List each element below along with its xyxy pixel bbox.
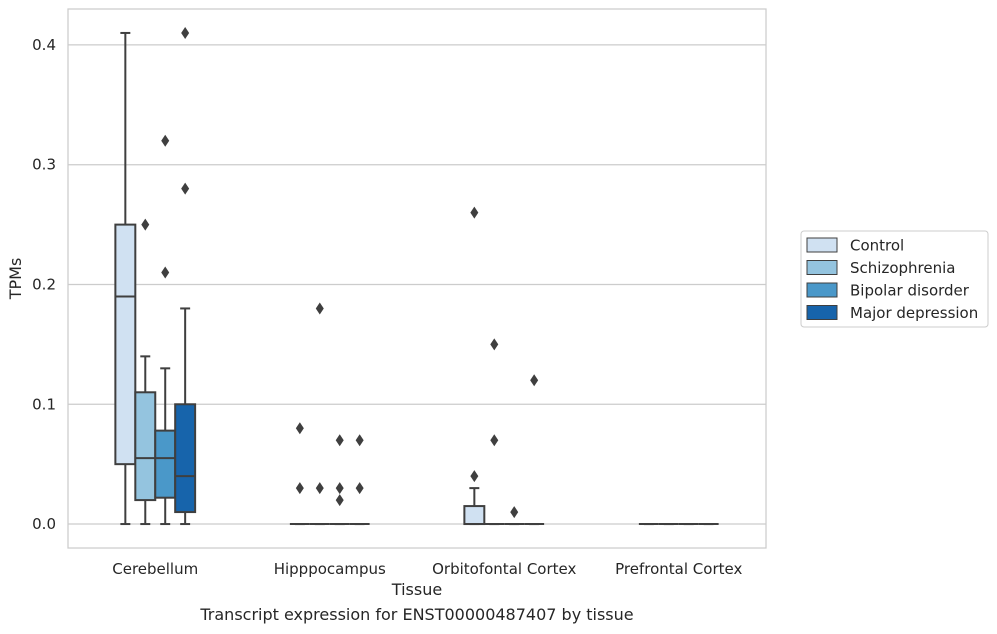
legend-label: Bipolar disorder <box>850 282 970 300</box>
y-tick-label: 0.4 <box>32 36 56 54</box>
x-tick-label: Cerebellum <box>112 560 198 578</box>
outlier-point <box>295 422 304 435</box>
outlier-point <box>335 434 344 447</box>
legend-box <box>800 230 989 328</box>
outlier-point <box>530 374 539 387</box>
x-tick-label: Prefrontal Cortex <box>615 560 742 578</box>
x-tick-label: Orbitofontal Cortex <box>432 560 576 578</box>
outlier-point <box>470 206 479 219</box>
outlier-point <box>161 266 170 279</box>
outlier-point <box>490 434 499 447</box>
chart-caption: Transcript expression for ENST0000048740… <box>200 605 634 624</box>
box-control <box>463 206 486 526</box>
legend-swatch <box>806 237 838 253</box>
outlier-point <box>181 26 190 39</box>
box-schizophrenia <box>484 338 505 526</box>
legend-label: Schizophrenia <box>850 259 955 277</box>
outlier-point <box>510 506 519 519</box>
outlier-point <box>315 302 324 315</box>
y-tick-label: 0.2 <box>32 275 56 293</box>
box-bipolar-disorder <box>154 134 177 526</box>
box-body <box>114 223 137 466</box>
box-body <box>174 403 197 514</box>
box-body <box>463 505 486 526</box>
box-bipolar-disorder <box>504 506 525 526</box>
legend: Control Schizophrenia Bipolar disorder Majo… <box>800 230 989 328</box>
outlier-point <box>335 482 344 495</box>
legend-swatch <box>806 282 838 298</box>
x-axis-label: Tissue <box>391 580 442 599</box>
box-schizophrenia <box>134 218 157 526</box>
x-axis-ticks: Cerebellum Hipppocampus Orbitofontal Corte… <box>112 560 742 578</box>
outlier-point <box>470 470 479 483</box>
outlier-point <box>490 338 499 351</box>
outlier-point <box>355 434 364 447</box>
y-axis-label: TPMs <box>6 258 25 301</box>
box-control <box>289 422 310 526</box>
outlier-point <box>335 494 344 507</box>
box-major-depression <box>349 434 370 526</box>
box-body <box>154 429 177 499</box>
outlier-point <box>161 134 170 147</box>
legend-label: Control <box>850 237 904 255</box>
y-axis-ticks: 0.0 0.1 0.2 0.3 0.4 <box>32 36 56 533</box>
box-plot-area <box>114 26 719 526</box>
box-schizophrenia <box>309 302 330 526</box>
outlier-point <box>355 482 364 495</box>
outlier-point <box>315 482 324 495</box>
legend-swatch <box>806 260 838 275</box>
box-major-depression <box>524 374 545 526</box>
plot-frame <box>67 8 767 549</box>
x-tick-label: Hipppocampus <box>274 560 386 578</box>
box-major-depression <box>174 26 197 526</box>
outlier-point <box>141 218 150 231</box>
legend-swatch <box>806 305 838 320</box>
outlier-point <box>181 182 190 195</box>
legend-label: Major depression <box>850 304 978 322</box>
box-body <box>134 391 157 502</box>
box-control <box>114 31 137 526</box>
outlier-point <box>295 482 304 495</box>
y-tick-label: 0.1 <box>32 395 56 413</box>
y-tick-label: 0.3 <box>32 156 56 174</box>
box-bipolar-disorder <box>329 434 350 526</box>
y-tick-label: 0.0 <box>32 515 56 533</box>
